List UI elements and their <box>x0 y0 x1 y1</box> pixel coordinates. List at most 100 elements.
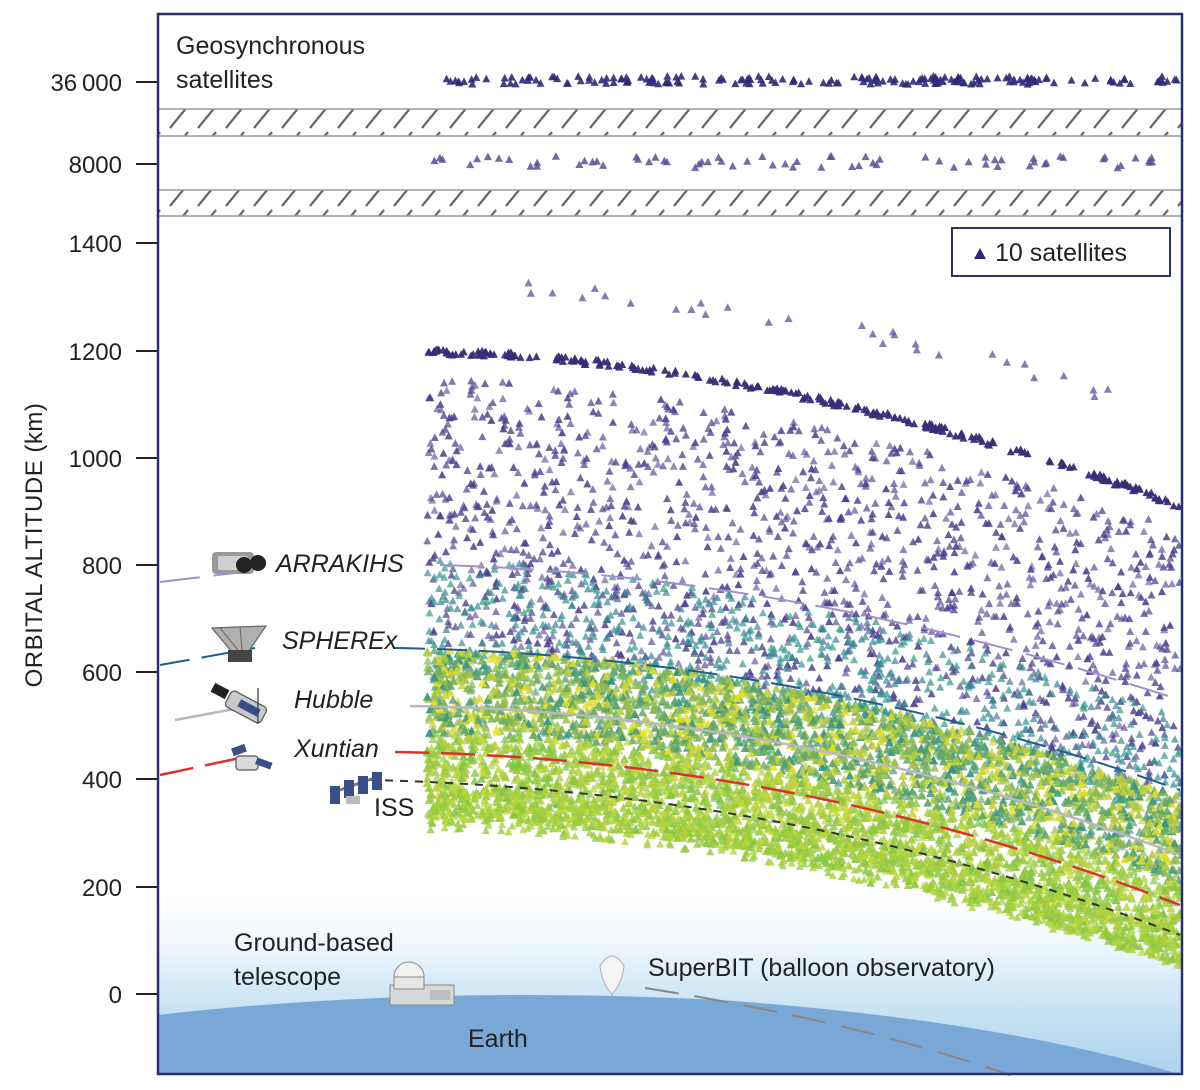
satellite-marker <box>663 494 672 503</box>
satellite-marker <box>1120 723 1129 731</box>
satellite-marker <box>842 575 850 584</box>
satellite-marker <box>487 620 496 629</box>
satellite-marker <box>938 650 947 658</box>
satellite-marker <box>467 376 476 385</box>
satellite-marker <box>1076 493 1085 502</box>
satellite-marker <box>707 623 716 632</box>
satellite-marker <box>1090 562 1099 571</box>
satellite-marker <box>566 487 575 496</box>
satellite-marker <box>913 612 922 620</box>
satellite-marker <box>1087 702 1096 711</box>
satellite-marker <box>916 520 925 529</box>
satellite-marker <box>425 348 434 356</box>
satellite-marker <box>1021 717 1030 725</box>
satellite-marker <box>777 484 786 492</box>
satellite-marker <box>651 153 660 161</box>
satellite-marker <box>1018 662 1027 671</box>
satellite-marker <box>724 589 733 597</box>
satellite-marker <box>1059 524 1068 532</box>
satellite-marker <box>1086 719 1095 727</box>
satellite-marker <box>1097 686 1106 695</box>
satellite-marker <box>663 402 672 410</box>
satellite-marker <box>778 74 787 83</box>
satellite-marker <box>794 426 803 435</box>
satellite-marker <box>446 603 455 612</box>
satellite-marker <box>566 419 575 427</box>
satellite-marker <box>750 508 759 517</box>
satellite-marker <box>1109 734 1118 743</box>
satellite-marker <box>1100 723 1109 731</box>
satellite-marker <box>543 603 552 612</box>
satellite-marker <box>647 637 656 645</box>
satellite-marker <box>498 394 507 403</box>
satellite-marker <box>536 467 545 475</box>
satellite-marker <box>857 516 866 524</box>
satellite-marker <box>452 460 461 469</box>
satellite-marker <box>729 615 738 623</box>
satellite-marker <box>538 581 547 590</box>
satellite-marker <box>529 626 538 635</box>
satellite-marker <box>450 586 459 594</box>
satellite-marker <box>423 536 432 545</box>
satellite-marker <box>861 482 870 490</box>
satellite-marker <box>1020 360 1029 368</box>
satellite-marker <box>617 74 626 83</box>
satellite-marker <box>798 577 807 586</box>
satellite-marker <box>1023 449 1032 458</box>
satellite-marker <box>592 444 601 453</box>
satellite-marker <box>1154 758 1163 767</box>
satellite-marker <box>806 473 815 482</box>
satellite-marker <box>605 467 614 475</box>
satellite-marker <box>444 617 453 625</box>
satellite-marker <box>1160 623 1169 631</box>
satellite-marker <box>701 482 710 491</box>
satellite-marker <box>563 635 572 643</box>
satellite-marker <box>835 624 844 632</box>
satellite-marker <box>438 428 447 436</box>
satellite-marker <box>781 653 790 661</box>
satellite-marker <box>870 671 879 679</box>
satellite-marker <box>582 454 591 462</box>
satellite-marker <box>1013 730 1022 738</box>
satellite-marker <box>675 78 684 87</box>
satellite-marker <box>788 635 797 643</box>
satellite-marker <box>942 708 951 716</box>
satellite-marker <box>514 630 523 639</box>
satellite-marker <box>876 689 885 697</box>
satellite-marker <box>784 449 793 458</box>
satellite-marker <box>727 594 736 602</box>
satellite-marker <box>429 554 437 562</box>
satellite-marker <box>726 554 735 562</box>
satellite-marker <box>717 618 726 626</box>
satellite-marker <box>899 513 908 521</box>
satellite-marker <box>1113 163 1122 172</box>
satellite-marker <box>964 653 973 662</box>
satellite-marker <box>829 399 838 408</box>
satellite-marker <box>1048 498 1057 506</box>
satellite-marker <box>635 477 644 486</box>
satellite-marker <box>524 636 533 645</box>
satellite-marker <box>591 528 600 536</box>
satellite-marker <box>426 393 435 402</box>
satellite-marker <box>841 690 850 698</box>
satellite-marker <box>520 479 529 487</box>
satellite-marker <box>442 625 451 633</box>
satellite-marker <box>654 460 662 468</box>
satellite-marker <box>604 362 613 370</box>
satellite-marker <box>867 514 876 523</box>
satellite-marker <box>850 506 859 514</box>
satellite-marker <box>747 670 756 679</box>
satellite-marker <box>894 700 903 709</box>
satellite-marker <box>1090 582 1099 590</box>
satellite-marker <box>1175 778 1182 786</box>
satellite-marker <box>1127 563 1136 571</box>
satellite-marker <box>434 530 443 538</box>
satellite-marker <box>885 694 894 703</box>
satellite-marker <box>708 631 717 640</box>
satellite-marker <box>723 582 732 591</box>
satellite-marker <box>989 438 998 447</box>
satellite-marker <box>829 532 838 540</box>
satellite-marker <box>753 549 762 557</box>
satellite-marker <box>908 457 917 465</box>
satellite-marker <box>868 630 877 638</box>
